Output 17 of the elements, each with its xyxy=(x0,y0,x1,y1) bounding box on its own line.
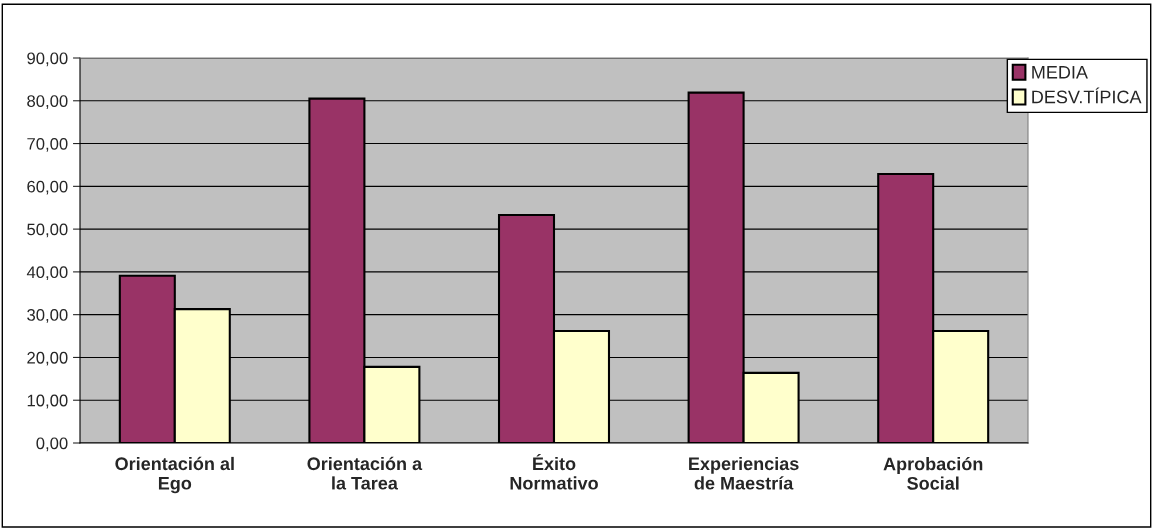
y-tick-label: 50,00 xyxy=(27,223,68,238)
y-tick-label: 0,00 xyxy=(36,437,68,452)
y-tick-label: 70,00 xyxy=(27,137,68,152)
x-tick-label: Orientación al Ego xyxy=(115,456,234,494)
y-tick-label: 10,00 xyxy=(27,394,68,409)
y-tick-label: 80,00 xyxy=(27,95,68,109)
y-tick-label: 60,00 xyxy=(27,180,68,195)
x-tick-label: Experiencias de Maestría xyxy=(689,456,799,490)
y-tick-label: 90,00 xyxy=(27,52,68,67)
y-tick-label: 30,00 xyxy=(27,309,68,323)
y-tick-label: 40,00 xyxy=(26,266,68,281)
legend-label: MEDIA xyxy=(1032,66,1088,79)
x-tick-label: Orientación a la Tarea xyxy=(307,456,423,490)
x-tick-label: Éxito Normativo xyxy=(510,453,598,490)
y-tick-label: 20,00 xyxy=(27,351,68,366)
legend-label: DESV.TÍPICA xyxy=(1032,87,1142,104)
x-tick-label: Aprobación Social xyxy=(883,456,983,490)
